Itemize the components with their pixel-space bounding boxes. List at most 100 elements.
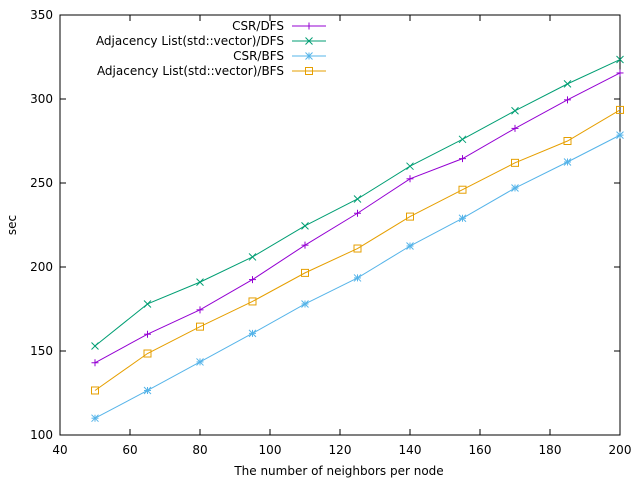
y-tick-label: 200	[30, 260, 53, 274]
x-tick-label: 200	[609, 443, 632, 457]
series-1	[91, 55, 624, 350]
data-point	[301, 241, 309, 249]
y-tick-label: 100	[30, 428, 53, 442]
data-point	[563, 137, 572, 145]
data-point	[563, 158, 572, 166]
data-point	[196, 322, 204, 331]
x-tick-label: 140	[399, 443, 422, 457]
marker-stroke	[511, 184, 519, 192]
data-point	[353, 244, 362, 253]
x-tick-label: 160	[469, 443, 492, 457]
marker-stroke	[143, 349, 152, 358]
x-tick-label: 80	[192, 443, 207, 457]
marker-stroke	[248, 253, 257, 261]
marker-stroke	[91, 414, 99, 423]
x-tick-label: 60	[122, 443, 137, 457]
x-tick-label: 100	[259, 443, 282, 457]
x-tick-label: 40	[52, 443, 67, 457]
series-2	[91, 131, 624, 423]
data-point	[143, 300, 152, 308]
marker-stroke	[458, 185, 467, 194]
data-point	[406, 242, 414, 250]
marker-stroke	[563, 80, 572, 88]
marker-stroke	[511, 158, 519, 167]
data-point	[301, 300, 309, 308]
marker-stroke	[305, 52, 313, 60]
marker-stroke	[353, 274, 362, 282]
marker-stroke	[305, 67, 313, 75]
legend-marker	[305, 22, 313, 30]
data-point	[616, 105, 624, 114]
data-point	[458, 185, 467, 194]
marker-stroke	[406, 242, 414, 250]
data-point	[511, 184, 519, 192]
legend-label: CSR/DFS	[232, 19, 284, 33]
data-point	[564, 96, 571, 104]
data-point	[248, 329, 257, 338]
y-tick-label: 300	[30, 92, 53, 106]
series-3	[91, 105, 624, 395]
series-line	[94, 59, 621, 347]
marker-stroke	[563, 158, 572, 166]
data-point	[616, 69, 624, 77]
data-point	[91, 342, 99, 350]
data-point	[91, 359, 99, 367]
data-point	[301, 268, 309, 277]
marker-stroke	[248, 297, 257, 306]
series-0	[91, 69, 624, 367]
data-point	[458, 135, 467, 144]
y-tick-label: 350	[30, 8, 53, 22]
y-tick-label: 150	[30, 344, 53, 358]
marker-stroke	[458, 214, 467, 223]
x-tick-label: 180	[539, 443, 562, 457]
data-point	[406, 162, 414, 171]
legend-label: Adjacency List(std::vector)/DFS	[96, 34, 284, 48]
data-point	[354, 209, 361, 217]
data-point	[511, 124, 519, 132]
marker-stroke	[616, 55, 624, 64]
data-point	[511, 106, 519, 115]
marker-stroke	[301, 300, 309, 308]
series-line	[94, 72, 621, 364]
series-line	[94, 109, 621, 391]
marker-stroke	[563, 137, 572, 145]
marker-stroke	[305, 37, 313, 45]
legend-marker	[305, 52, 313, 60]
data-point	[406, 212, 414, 221]
data-point	[196, 358, 204, 366]
data-point	[616, 55, 624, 64]
marker-stroke	[406, 162, 414, 171]
marker-stroke	[301, 268, 309, 277]
marker-stroke	[196, 278, 204, 286]
data-point	[91, 386, 99, 395]
data-point	[196, 306, 204, 314]
data-point	[248, 253, 257, 261]
marker-stroke	[143, 386, 152, 395]
legend-marker	[305, 37, 313, 45]
data-point	[301, 221, 309, 230]
data-point	[249, 276, 256, 284]
marker-stroke	[353, 195, 362, 203]
data-point	[353, 274, 362, 282]
data-point	[353, 195, 362, 203]
marker-stroke	[143, 300, 152, 308]
legend-label: Adjacency List(std::vector)/BFS	[97, 64, 284, 78]
data-point	[511, 158, 519, 167]
plot-frame	[59, 14, 621, 436]
data-point	[563, 80, 572, 88]
legend-label: CSR/BFS	[233, 49, 284, 63]
marker-stroke	[616, 131, 624, 139]
marker-stroke	[458, 135, 467, 144]
series-group	[91, 55, 624, 423]
marker-stroke	[196, 322, 204, 331]
data-point	[458, 214, 467, 223]
y-axis-label: sec	[5, 215, 19, 235]
marker-stroke	[616, 105, 624, 114]
data-point	[616, 131, 624, 139]
x-axis-label: The number of neighbors per node	[233, 464, 443, 478]
marker-stroke	[301, 221, 309, 230]
marker-stroke	[248, 329, 257, 338]
marker-stroke	[353, 244, 362, 253]
marker-stroke	[91, 386, 99, 395]
